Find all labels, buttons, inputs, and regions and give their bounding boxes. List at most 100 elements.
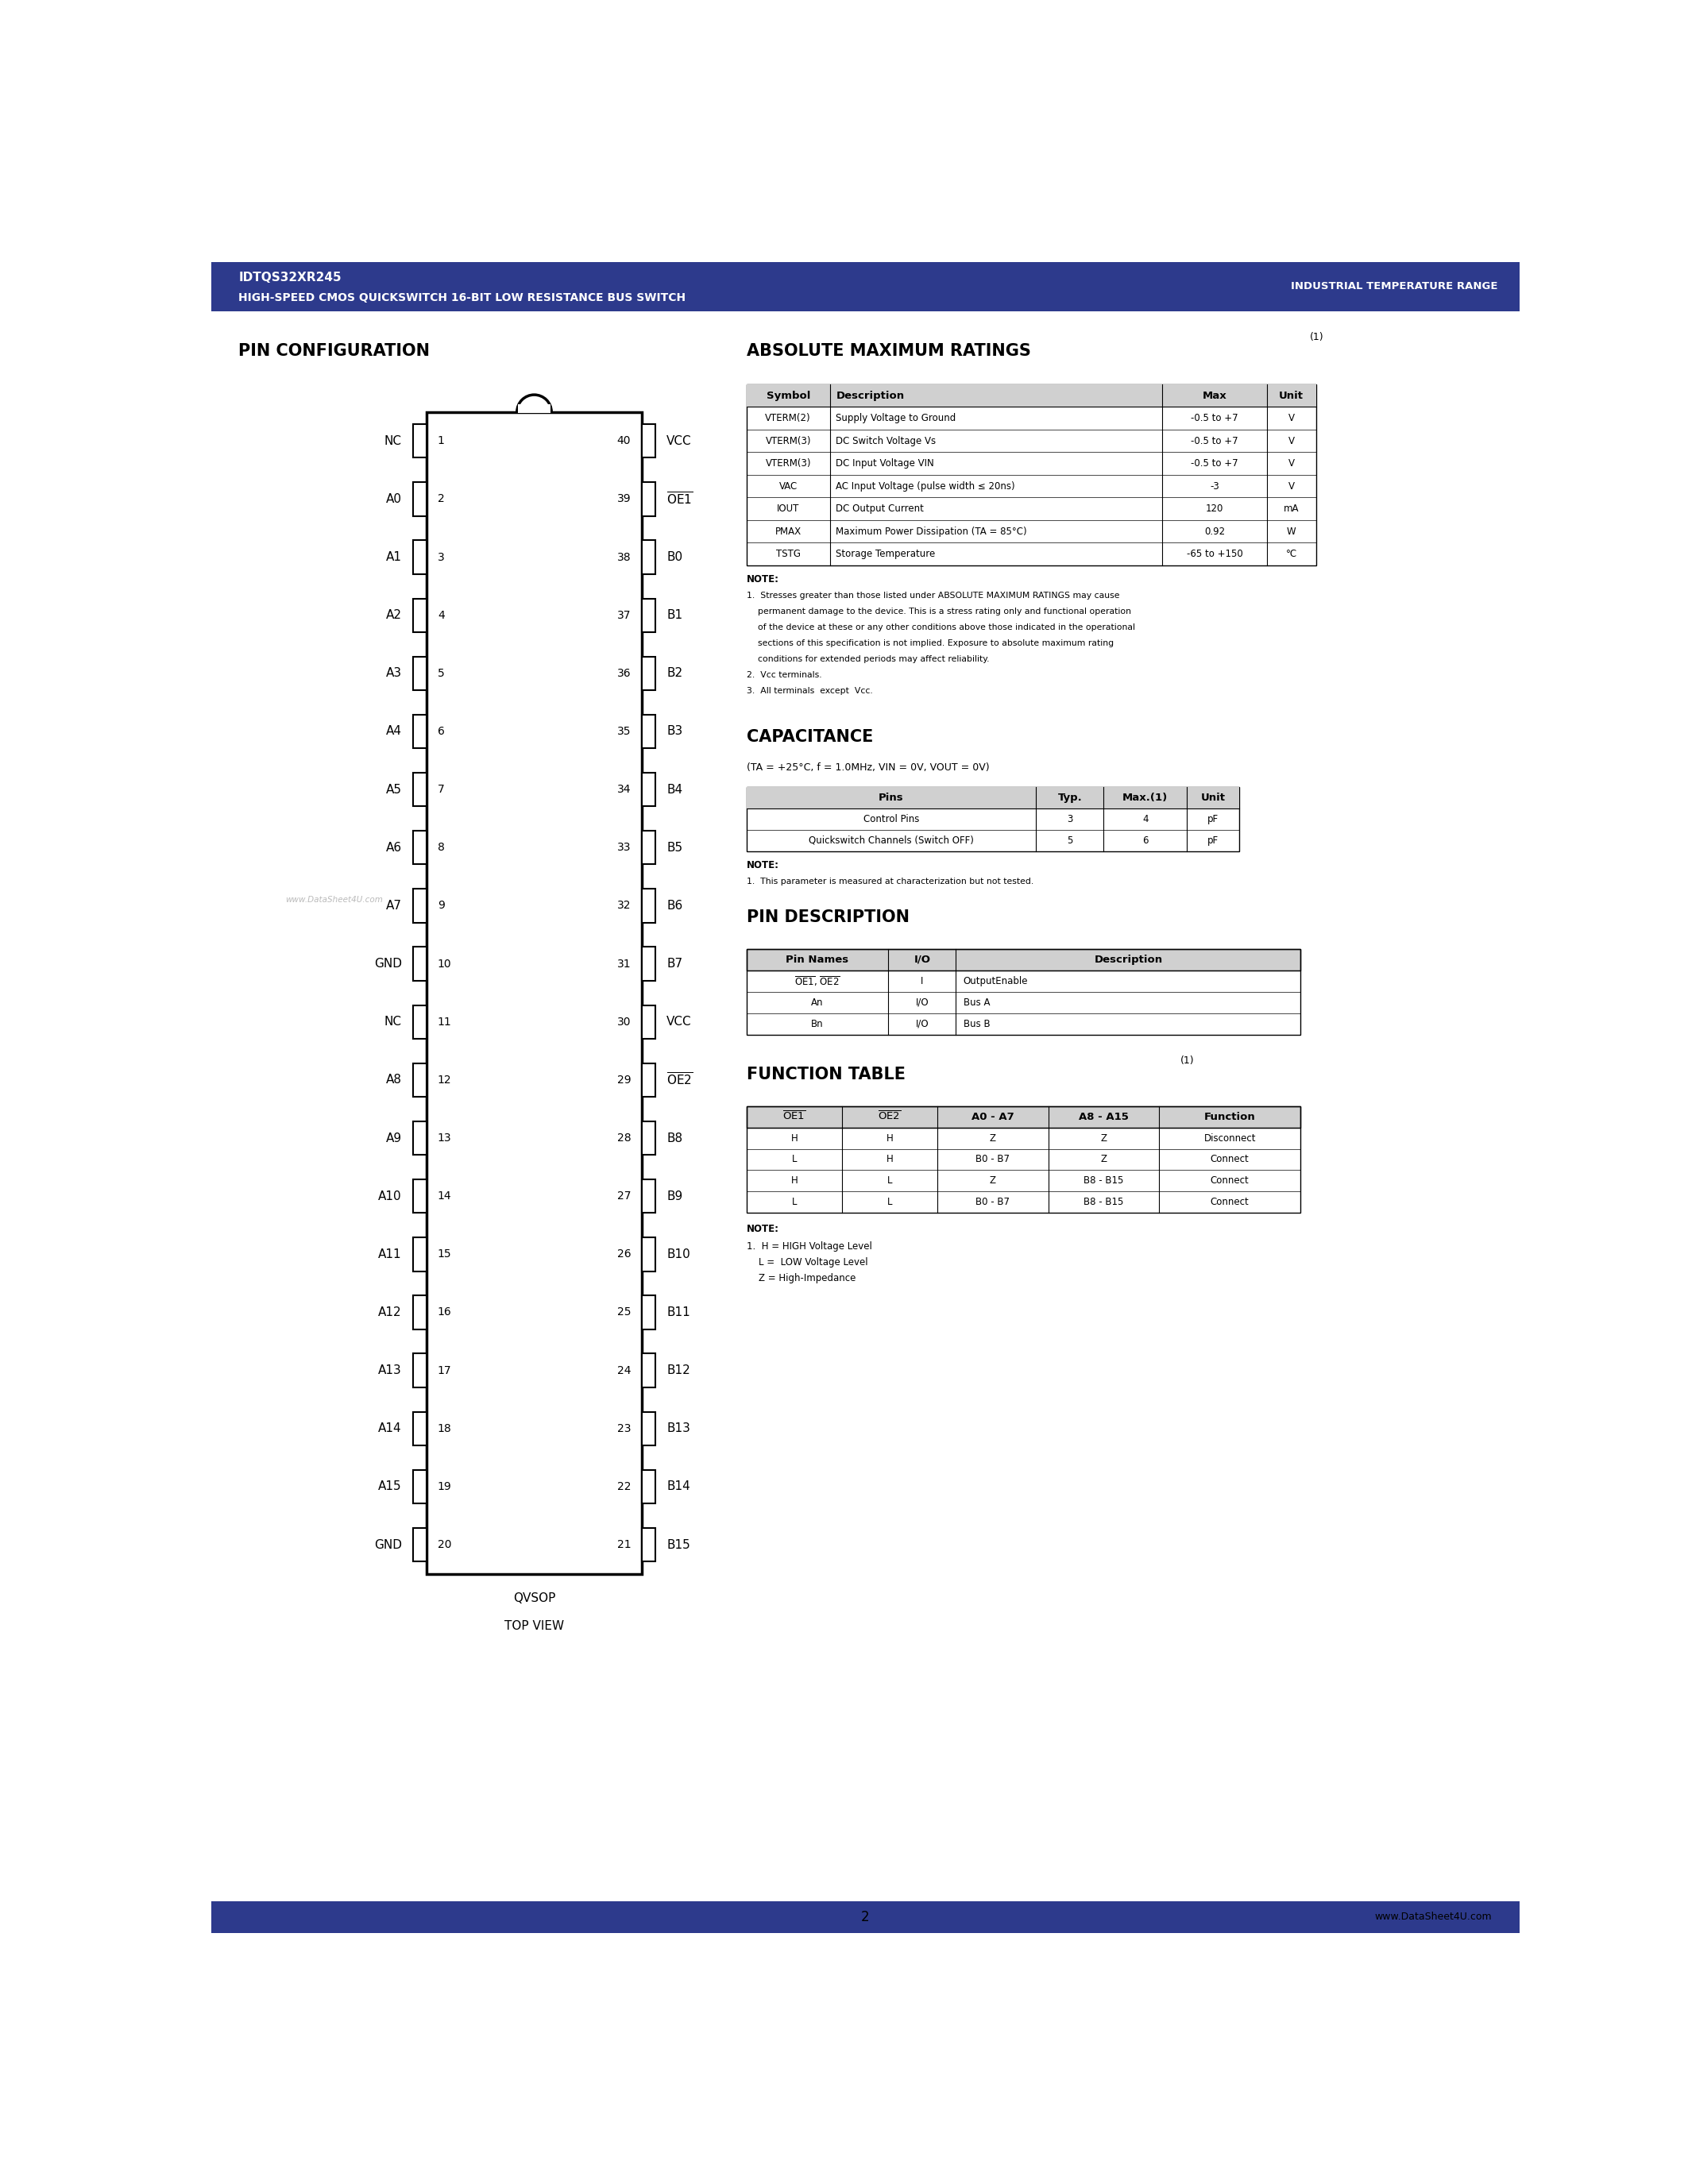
Text: 1.  Stresses greater than those listed under ABSOLUTE MAXIMUM RATINGS may cause: 1. Stresses greater than those listed un…: [746, 592, 1119, 601]
Bar: [518, 404, 550, 413]
Bar: [414, 1411, 427, 1446]
Text: Bn: Bn: [812, 1018, 824, 1029]
Text: 0.92: 0.92: [1204, 526, 1225, 537]
Bar: [414, 714, 427, 749]
Bar: [641, 657, 655, 690]
Text: VTERM(3): VTERM(3): [765, 459, 810, 470]
Text: VCC: VCC: [667, 435, 692, 448]
Text: GND: GND: [375, 959, 402, 970]
Bar: [746, 384, 1317, 406]
Text: Pin Names: Pin Names: [787, 954, 849, 965]
Bar: [414, 830, 427, 865]
Text: L: L: [792, 1155, 797, 1164]
Bar: [414, 1064, 427, 1096]
Text: A8 - A15: A8 - A15: [1079, 1112, 1129, 1123]
Text: 30: 30: [616, 1016, 631, 1026]
Bar: [414, 1179, 427, 1212]
Text: V: V: [1288, 437, 1295, 446]
Text: 16: 16: [437, 1306, 452, 1317]
Text: B13: B13: [667, 1422, 690, 1435]
Bar: [641, 1295, 655, 1330]
Bar: [414, 424, 427, 459]
Bar: [414, 1005, 427, 1040]
Bar: [746, 384, 1317, 566]
Text: A7: A7: [387, 900, 402, 911]
Text: Typ.: Typ.: [1058, 793, 1082, 804]
Text: 4: 4: [437, 609, 444, 620]
Bar: [746, 948, 1301, 1035]
Text: B8 - B15: B8 - B15: [1084, 1197, 1124, 1208]
Text: A9: A9: [387, 1131, 402, 1144]
Text: A1: A1: [387, 550, 402, 563]
Text: 1: 1: [437, 435, 444, 446]
Text: ABSOLUTE MAXIMUM RATINGS: ABSOLUTE MAXIMUM RATINGS: [746, 343, 1031, 358]
Text: (1): (1): [1180, 1055, 1195, 1066]
Text: -3: -3: [1210, 480, 1219, 491]
Text: HIGH-SPEED CMOS QUICKSWITCH 16-BIT LOW RESISTANCE BUS SWITCH: HIGH-SPEED CMOS QUICKSWITCH 16-BIT LOW R…: [238, 293, 685, 304]
Text: 2: 2: [861, 1909, 869, 1924]
Text: 34: 34: [616, 784, 631, 795]
Text: Z: Z: [1101, 1133, 1107, 1142]
Text: $\overline{\rm OE1}$: $\overline{\rm OE1}$: [783, 1112, 805, 1123]
Bar: [414, 1470, 427, 1503]
Bar: [641, 889, 655, 922]
Bar: [641, 1179, 655, 1212]
Text: A2: A2: [387, 609, 402, 620]
Text: NOTE:: NOTE:: [746, 574, 780, 585]
Text: I/O: I/O: [915, 1018, 928, 1029]
Text: 6: 6: [1143, 834, 1148, 845]
Text: 35: 35: [616, 725, 631, 736]
Bar: [641, 773, 655, 806]
Text: 36: 36: [616, 668, 631, 679]
Text: 8: 8: [437, 843, 444, 854]
Text: 9: 9: [437, 900, 444, 911]
Text: L: L: [792, 1197, 797, 1208]
Text: B15: B15: [667, 1540, 690, 1551]
Text: GND: GND: [375, 1540, 402, 1551]
Text: -0.5 to +7: -0.5 to +7: [1190, 413, 1239, 424]
Bar: [641, 598, 655, 631]
Text: A0 - A7: A0 - A7: [972, 1112, 1014, 1123]
Text: NC: NC: [385, 435, 402, 448]
Text: DC Switch Voltage Vs: DC Switch Voltage Vs: [836, 437, 937, 446]
Text: 1.  H = HIGH Voltage Level: 1. H = HIGH Voltage Level: [746, 1241, 873, 1251]
Text: A15: A15: [378, 1481, 402, 1492]
Text: 31: 31: [616, 959, 631, 970]
Bar: [746, 1105, 1301, 1127]
Text: Connect: Connect: [1210, 1197, 1249, 1208]
Text: permanent damage to the device. This is a stress rating only and functional oper: permanent damage to the device. This is …: [746, 607, 1131, 616]
Text: Connect: Connect: [1210, 1175, 1249, 1186]
Text: Function: Function: [1204, 1112, 1256, 1123]
Text: B10: B10: [667, 1249, 690, 1260]
Bar: [414, 773, 427, 806]
Text: B11: B11: [667, 1306, 690, 1319]
Text: B4: B4: [667, 784, 682, 795]
Text: °C: °C: [1286, 548, 1296, 559]
Text: Bus B: Bus B: [964, 1018, 989, 1029]
Text: NOTE:: NOTE:: [746, 860, 780, 871]
Text: PIN DESCRIPTION: PIN DESCRIPTION: [746, 909, 910, 926]
Bar: [641, 1470, 655, 1503]
Text: Z = High-Impedance: Z = High-Impedance: [746, 1273, 856, 1284]
Bar: [641, 1120, 655, 1155]
Text: V: V: [1288, 413, 1295, 424]
Text: 24: 24: [616, 1365, 631, 1376]
Text: L: L: [888, 1197, 893, 1208]
Text: B6: B6: [667, 900, 682, 911]
Text: H: H: [790, 1175, 798, 1186]
Text: 5: 5: [1067, 834, 1074, 845]
Text: 120: 120: [1205, 505, 1224, 513]
Text: QVSOP: QVSOP: [513, 1592, 555, 1605]
Text: NOTE:: NOTE:: [746, 1223, 780, 1234]
Bar: [414, 948, 427, 981]
Text: FUNCTION TABLE: FUNCTION TABLE: [746, 1066, 905, 1081]
Text: TSTG: TSTG: [776, 548, 800, 559]
Text: Z: Z: [989, 1175, 996, 1186]
Text: I: I: [920, 976, 923, 987]
Text: H: H: [886, 1155, 893, 1164]
Text: 21: 21: [616, 1540, 631, 1551]
Text: 20: 20: [437, 1540, 451, 1551]
Text: Z: Z: [1101, 1155, 1107, 1164]
Text: IDTQS32XR245: IDTQS32XR245: [238, 271, 341, 284]
Text: V: V: [1288, 459, 1295, 470]
